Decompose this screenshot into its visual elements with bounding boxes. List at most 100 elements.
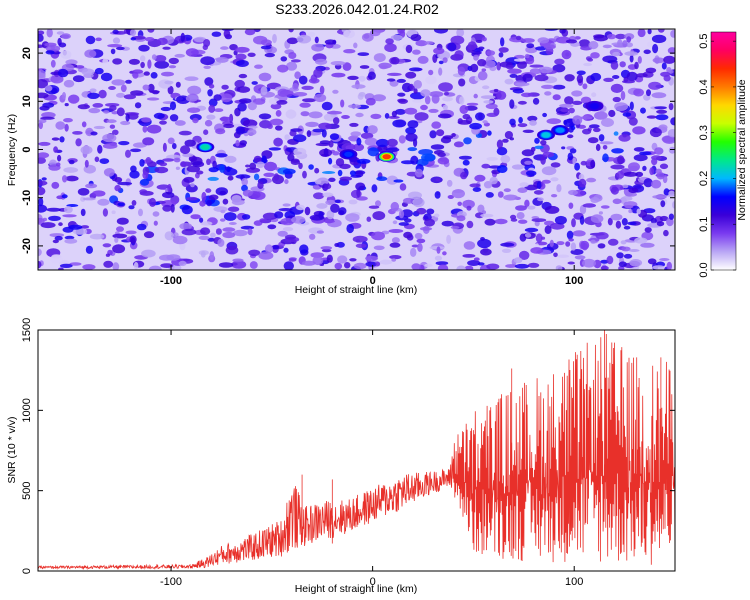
spectrogram-blob	[654, 106, 667, 110]
spectrogram-blob	[450, 225, 460, 230]
spectrogram-y-tick-label: 20	[21, 47, 33, 59]
spectrogram-blob	[593, 34, 609, 42]
spectrogram-blob	[525, 170, 537, 176]
spectrogram-blob	[184, 139, 196, 147]
spectrogram-blob	[503, 194, 518, 201]
spectrogram-blob	[194, 36, 207, 43]
spectrogram-blob	[652, 195, 667, 199]
spectrogram-blob	[145, 157, 152, 164]
snr-x-ticks: -100 0 100	[160, 330, 583, 588]
spectrogram-blob	[457, 118, 463, 124]
spectrogram-blob	[64, 235, 75, 240]
spectrogram-blob	[386, 147, 400, 152]
spectrogram-blob	[477, 71, 488, 81]
spectrogram-blob	[102, 243, 112, 248]
spectrogram-blob	[341, 115, 350, 119]
spectrogram-blob	[249, 261, 258, 269]
spectrogram-blob	[654, 147, 664, 155]
spectrogram-blob	[507, 68, 522, 74]
colorbar-tick-label: 0.3	[698, 125, 710, 140]
spectrogram-blob	[199, 217, 204, 223]
spectrogram-blob	[546, 118, 562, 125]
spectrogram-blob	[415, 158, 429, 166]
spectrogram-blob	[612, 96, 621, 103]
spectrogram-blob	[635, 171, 644, 177]
spectrogram-blob	[391, 110, 397, 118]
spectrogram-blob	[334, 243, 340, 247]
spectrogram-blob	[63, 167, 79, 173]
spectrogram-blob	[117, 181, 133, 186]
spectrogram-blob	[235, 126, 245, 135]
spectrogram-blob	[419, 226, 433, 231]
spectrogram-blob	[513, 58, 526, 62]
spectrogram-blob	[347, 75, 359, 80]
spectrogram-blob	[624, 192, 638, 197]
spectrogram-blob	[323, 219, 336, 224]
spectrogram-blob	[446, 234, 451, 244]
spectrogram-blob	[321, 101, 333, 111]
spectrogram-blob	[273, 137, 283, 147]
spectrogram-blob	[643, 178, 653, 188]
spectrogram-blob	[612, 75, 620, 79]
spectrogram-blob	[154, 55, 167, 63]
spectrogram-blob	[529, 64, 544, 68]
spectrogram-blob	[99, 158, 110, 165]
snr-series-line	[38, 333, 675, 571]
colorbar-label: Normalized spectral amplitude	[736, 79, 748, 220]
spectrogram-blob	[190, 214, 201, 220]
spectrogram-blob	[416, 207, 427, 215]
spectrogram-blob	[509, 137, 514, 141]
spectrogram-blob	[330, 203, 340, 213]
spectrogram-blob	[396, 78, 406, 83]
spectrogram-blob	[142, 137, 155, 146]
spectrogram-blob	[282, 227, 294, 232]
spectrogram-blob	[594, 111, 608, 120]
spectrogram-blob	[416, 238, 426, 244]
spectrogram-blob	[474, 174, 486, 182]
spectrogram-blob	[286, 37, 299, 45]
spectrogram-blob	[437, 152, 446, 157]
spectrogram-blob	[237, 102, 247, 112]
spectrogram-blob	[564, 96, 574, 105]
spectrogram-blob	[132, 69, 144, 74]
spectrogram-blob	[509, 73, 518, 78]
spectrogram-blob	[63, 118, 73, 123]
spectrogram-blob	[272, 33, 277, 44]
spectrogram-blob	[568, 202, 574, 209]
spectrogram-blob	[356, 137, 362, 146]
spectrogram-blob	[201, 191, 207, 202]
spectrogram-blob	[371, 184, 378, 193]
spectrogram-blob	[102, 58, 109, 65]
spectrogram-blob	[157, 37, 168, 46]
spectrogram-blob	[296, 204, 305, 211]
spectrogram-blob	[636, 73, 648, 78]
spectrogram-blob	[190, 183, 195, 188]
spectrogram-blob	[269, 118, 284, 126]
spectrogram-blob	[647, 29, 652, 35]
spectrogram-blob	[323, 148, 329, 157]
spectrogram-blob	[130, 90, 144, 96]
spectrogram-blob	[129, 170, 140, 179]
spectrogram-blob	[283, 261, 294, 270]
spectrogram-blob	[385, 38, 394, 45]
spectrogram-blob	[535, 233, 543, 243]
spectrogram-blob	[162, 191, 175, 199]
spectrogram-blob	[616, 170, 625, 179]
spectrogram-hotspot	[555, 127, 565, 133]
spectrogram-blob	[485, 103, 498, 110]
spectrogram-blob	[373, 245, 385, 251]
spectrogram-blob	[431, 121, 442, 129]
spectrogram-blob	[412, 49, 421, 55]
spectrogram-blob	[105, 253, 110, 257]
spectrogram-blob	[486, 157, 499, 161]
spectrogram-blob	[134, 102, 142, 109]
spectrogram-blob	[125, 79, 132, 84]
spectrogram-blob	[537, 37, 550, 44]
spectrogram-blob	[560, 108, 570, 113]
spectrogram-blob	[38, 260, 42, 269]
spectrogram-blob	[192, 161, 205, 168]
spectrogram-blob	[181, 205, 193, 215]
spectrogram-blob	[373, 53, 386, 63]
spectrogram-blob	[224, 155, 237, 163]
